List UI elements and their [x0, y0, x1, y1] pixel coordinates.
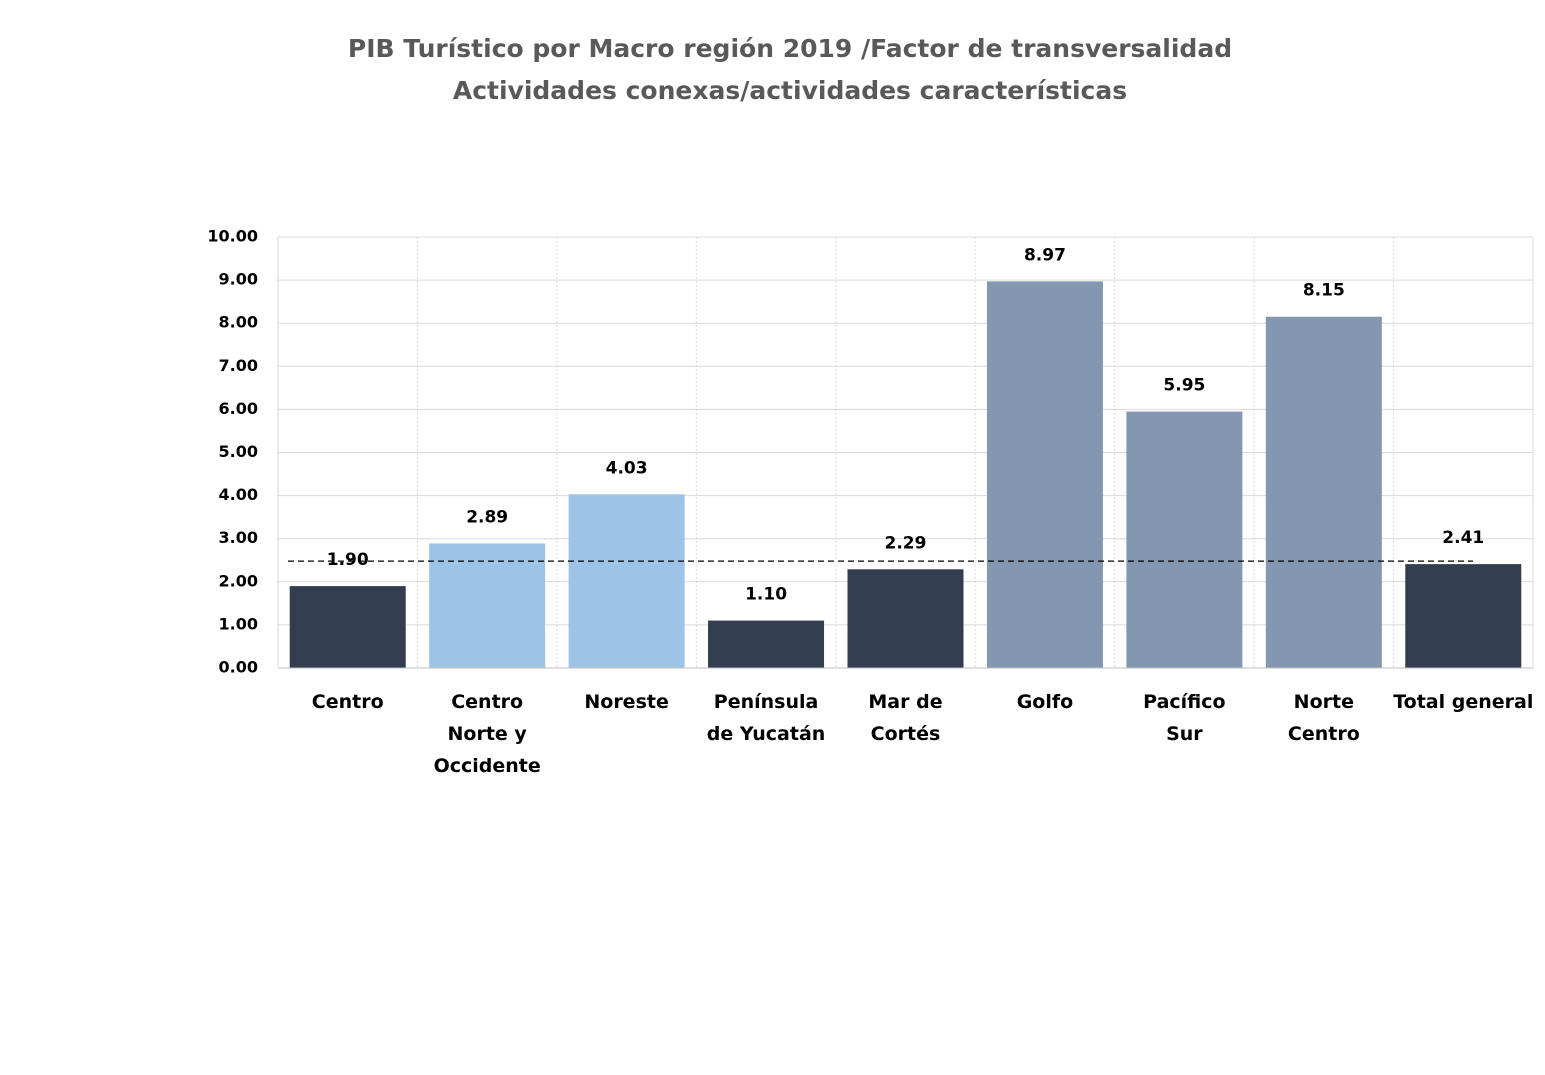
bar — [429, 543, 546, 668]
x-tick-label: Golfo — [1016, 691, 1074, 713]
y-tick-label: 6.00 — [219, 399, 258, 418]
data-label: 2.89 — [466, 507, 508, 527]
data-label: 8.15 — [1303, 281, 1345, 301]
bar — [568, 494, 685, 668]
x-tick-label: Total general — [1393, 691, 1534, 713]
y-tick-label: 9.00 — [219, 270, 258, 289]
y-tick-label: 1.00 — [219, 614, 258, 633]
x-tick-label: Noreste — [584, 691, 669, 713]
y-tick-label: 7.00 — [219, 356, 258, 375]
x-tick-label: Península de Yucatán — [706, 691, 826, 745]
y-tick-label: 4.00 — [219, 485, 258, 504]
x-tick-label: Centro — [311, 691, 384, 713]
x-tick-label: Centro Norte y Occidente — [433, 691, 541, 777]
y-tick-label: 3.00 — [219, 528, 258, 547]
y-tick-label: 8.00 — [219, 313, 258, 332]
bar — [986, 281, 1103, 668]
bar — [847, 569, 964, 668]
x-tick-label: Norte Centro — [1287, 691, 1360, 745]
data-label: 1.90 — [327, 550, 369, 570]
y-tick-label: 10.00 — [207, 227, 258, 246]
bar — [1265, 316, 1382, 668]
data-label: 2.41 — [1442, 528, 1484, 548]
y-tick-label: 2.00 — [219, 571, 258, 590]
chart-subtitle: Actividades conexas/actividades caracter… — [453, 76, 1127, 105]
bar — [1405, 564, 1522, 668]
x-tick-label: Mar de Cortés — [868, 691, 943, 745]
chart-title: PIB Turístico por Macro región 2019 /Fac… — [348, 34, 1232, 63]
y-tick-label: 0.00 — [219, 658, 258, 677]
data-label: 2.29 — [885, 533, 927, 553]
x-tick-label: Pacífico Sur — [1143, 691, 1226, 745]
bar — [1126, 411, 1243, 668]
data-label: 1.10 — [745, 585, 787, 605]
y-tick-label: 5.00 — [219, 442, 258, 461]
data-label: 5.95 — [1163, 376, 1205, 396]
bar — [289, 586, 406, 668]
data-label: 8.97 — [1024, 245, 1066, 265]
data-label: 4.03 — [606, 458, 648, 478]
bar — [708, 620, 825, 668]
